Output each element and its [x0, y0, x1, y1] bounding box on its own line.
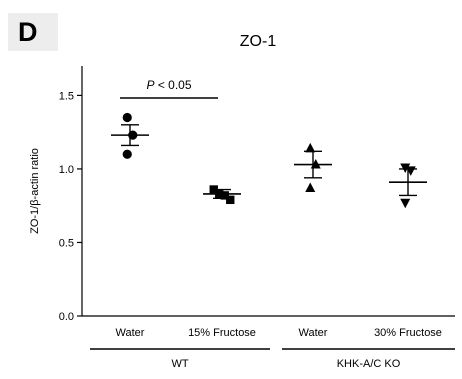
data-point-triangle — [305, 182, 316, 193]
data-point-square — [215, 189, 224, 199]
genotype-label: WT — [171, 358, 188, 370]
data-point-square — [220, 191, 229, 200]
data-point-triangle — [305, 142, 316, 153]
x-tick-label: Water — [116, 327, 145, 339]
x-tick-label: Water — [299, 327, 328, 339]
x-tick-label: 30% Fructose — [374, 327, 442, 339]
y-tick-label: 0.0 — [59, 311, 74, 323]
chart-title: ZO-1 — [240, 33, 277, 50]
data-point-circle — [128, 130, 138, 140]
data-point-square — [209, 185, 218, 194]
y-tick-label: 1.5 — [59, 90, 74, 102]
significance-label: P < 0.05 — [146, 78, 191, 92]
data-point-square — [226, 195, 235, 205]
data-point-triangle — [400, 163, 411, 173]
y-tick-label: 0.5 — [59, 237, 74, 249]
data-point-triangle — [405, 166, 416, 176]
data-point-circle — [122, 112, 132, 123]
data-point-triangle — [400, 198, 411, 209]
genotype-label: KHK-A/C KO — [337, 358, 401, 370]
data-point-circle — [122, 149, 132, 159]
data-point-triangle — [310, 159, 321, 169]
x-tick-label: 15% Fructose — [188, 327, 256, 339]
panel-label-badge: D — [8, 13, 58, 51]
y-axis-label: ZO-1/β-actin ratio — [29, 148, 41, 234]
panel-label: D — [18, 17, 38, 47]
y-tick-label: 1.0 — [59, 164, 74, 176]
